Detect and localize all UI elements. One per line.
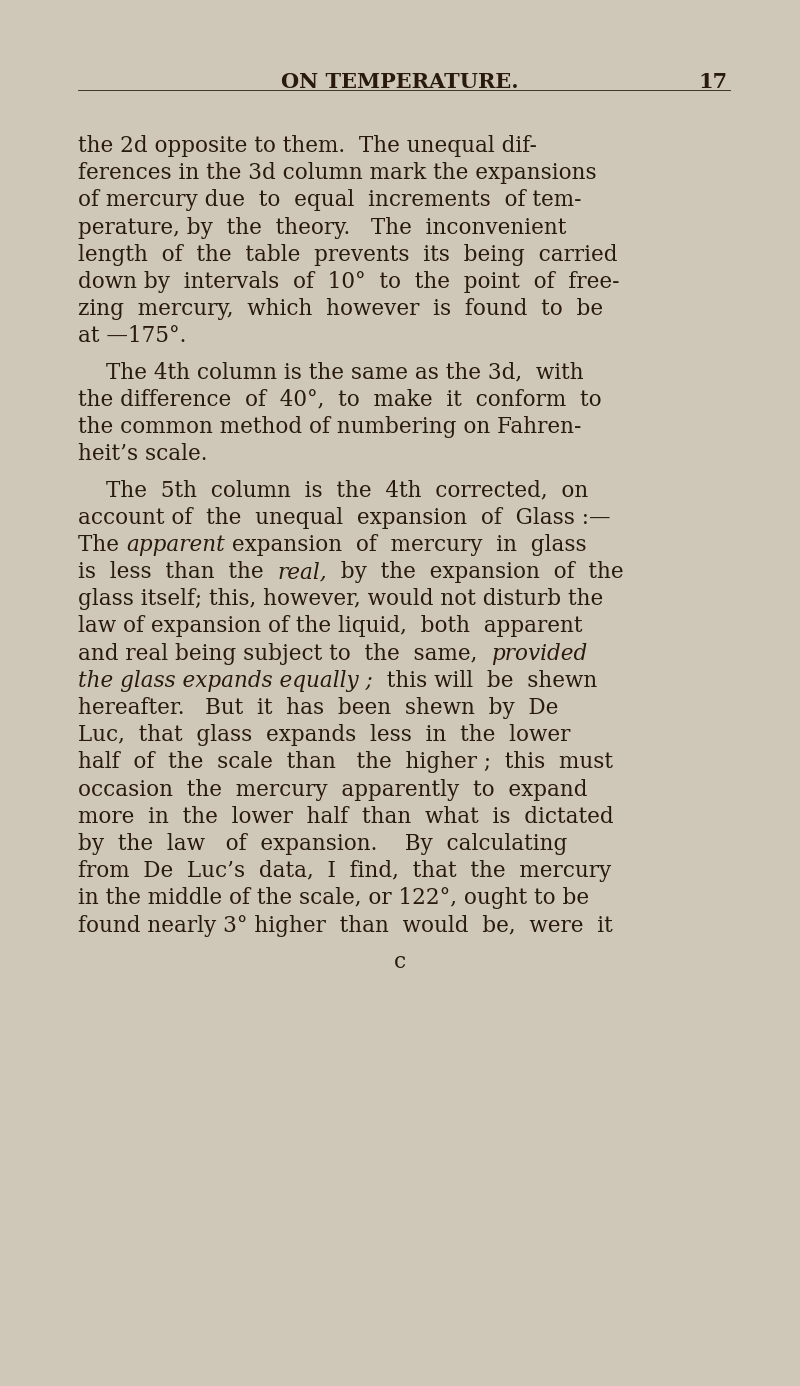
Text: the common method of numbering on Fahren-: the common method of numbering on Fahren… bbox=[78, 416, 582, 438]
Text: the glass expands equally ;: the glass expands equally ; bbox=[78, 669, 373, 692]
Text: apparent: apparent bbox=[126, 534, 225, 556]
Text: from  De  Luc’s  data,  I  find,  that  the  mercury: from De Luc’s data, I find, that the mer… bbox=[78, 861, 611, 883]
Text: ON TEMPERATURE.: ON TEMPERATURE. bbox=[281, 72, 519, 91]
Text: account of  the  unequal  expansion  of  Glass :—: account of the unequal expansion of Glas… bbox=[78, 507, 610, 528]
Text: the 2d opposite to them.  The unequal dif-: the 2d opposite to them. The unequal dif… bbox=[78, 134, 537, 157]
Text: this will  be  shewn: this will be shewn bbox=[373, 669, 597, 692]
Text: the difference  of  40°,  to  make  it  conform  to: the difference of 40°, to make it confor… bbox=[78, 389, 602, 410]
Text: real,: real, bbox=[278, 561, 327, 584]
Text: more  in  the  lower  half  than  what  is  dictated: more in the lower half than what is dict… bbox=[78, 805, 614, 827]
Text: occasion  the  mercury  apparently  to  expand: occasion the mercury apparently to expan… bbox=[78, 779, 587, 801]
Text: is  less  than  the: is less than the bbox=[78, 561, 278, 584]
Text: c: c bbox=[394, 951, 406, 973]
Text: law of expansion of the liquid,  both  apparent: law of expansion of the liquid, both app… bbox=[78, 615, 582, 638]
Text: found nearly 3° higher  than  would  be,  were  it: found nearly 3° higher than would be, we… bbox=[78, 915, 613, 937]
Text: The  5th  column  is  the  4th  corrected,  on: The 5th column is the 4th corrected, on bbox=[106, 480, 588, 502]
Text: heit’s scale.: heit’s scale. bbox=[78, 444, 207, 466]
Text: of mercury due  to  equal  increments  of tem-: of mercury due to equal increments of te… bbox=[78, 190, 582, 212]
Text: in the middle of the scale, or 122°, ought to be: in the middle of the scale, or 122°, oug… bbox=[78, 887, 589, 909]
Text: at —175°.: at —175°. bbox=[78, 326, 186, 348]
Text: zing  mercury,  which  however  is  found  to  be: zing mercury, which however is found to … bbox=[78, 298, 603, 320]
Text: and real being subject to  the  same,: and real being subject to the same, bbox=[78, 643, 491, 665]
Text: ferences in the 3d column mark the expansions: ferences in the 3d column mark the expan… bbox=[78, 162, 597, 184]
Text: The: The bbox=[78, 534, 126, 556]
Text: Luc,  that  glass  expands  less  in  the  lower: Luc, that glass expands less in the lowe… bbox=[78, 725, 570, 746]
Text: down by  intervals  of  10°  to  the  point  of  free-: down by intervals of 10° to the point of… bbox=[78, 272, 619, 292]
Text: length  of  the  table  prevents  its  being  carried: length of the table prevents its being c… bbox=[78, 244, 618, 266]
Text: The 4th column is the same as the 3d,  with: The 4th column is the same as the 3d, wi… bbox=[106, 362, 584, 384]
Text: provided: provided bbox=[491, 643, 587, 665]
Text: by  the  expansion  of  the: by the expansion of the bbox=[327, 561, 624, 584]
Text: by  the  law   of  expansion.    By  calculating: by the law of expansion. By calculating bbox=[78, 833, 567, 855]
Text: 17: 17 bbox=[699, 72, 728, 91]
Text: glass itself; this, however, would not disturb the: glass itself; this, however, would not d… bbox=[78, 588, 603, 610]
Text: perature, by  the  theory.   The  inconvenient: perature, by the theory. The inconvenien… bbox=[78, 216, 566, 238]
Text: hereafter.   But  it  has  been  shewn  by  De: hereafter. But it has been shewn by De bbox=[78, 697, 558, 719]
Text: half  of  the  scale  than   the  higher ;  this  must: half of the scale than the higher ; this… bbox=[78, 751, 613, 773]
Text: expansion  of  mercury  in  glass: expansion of mercury in glass bbox=[225, 534, 586, 556]
